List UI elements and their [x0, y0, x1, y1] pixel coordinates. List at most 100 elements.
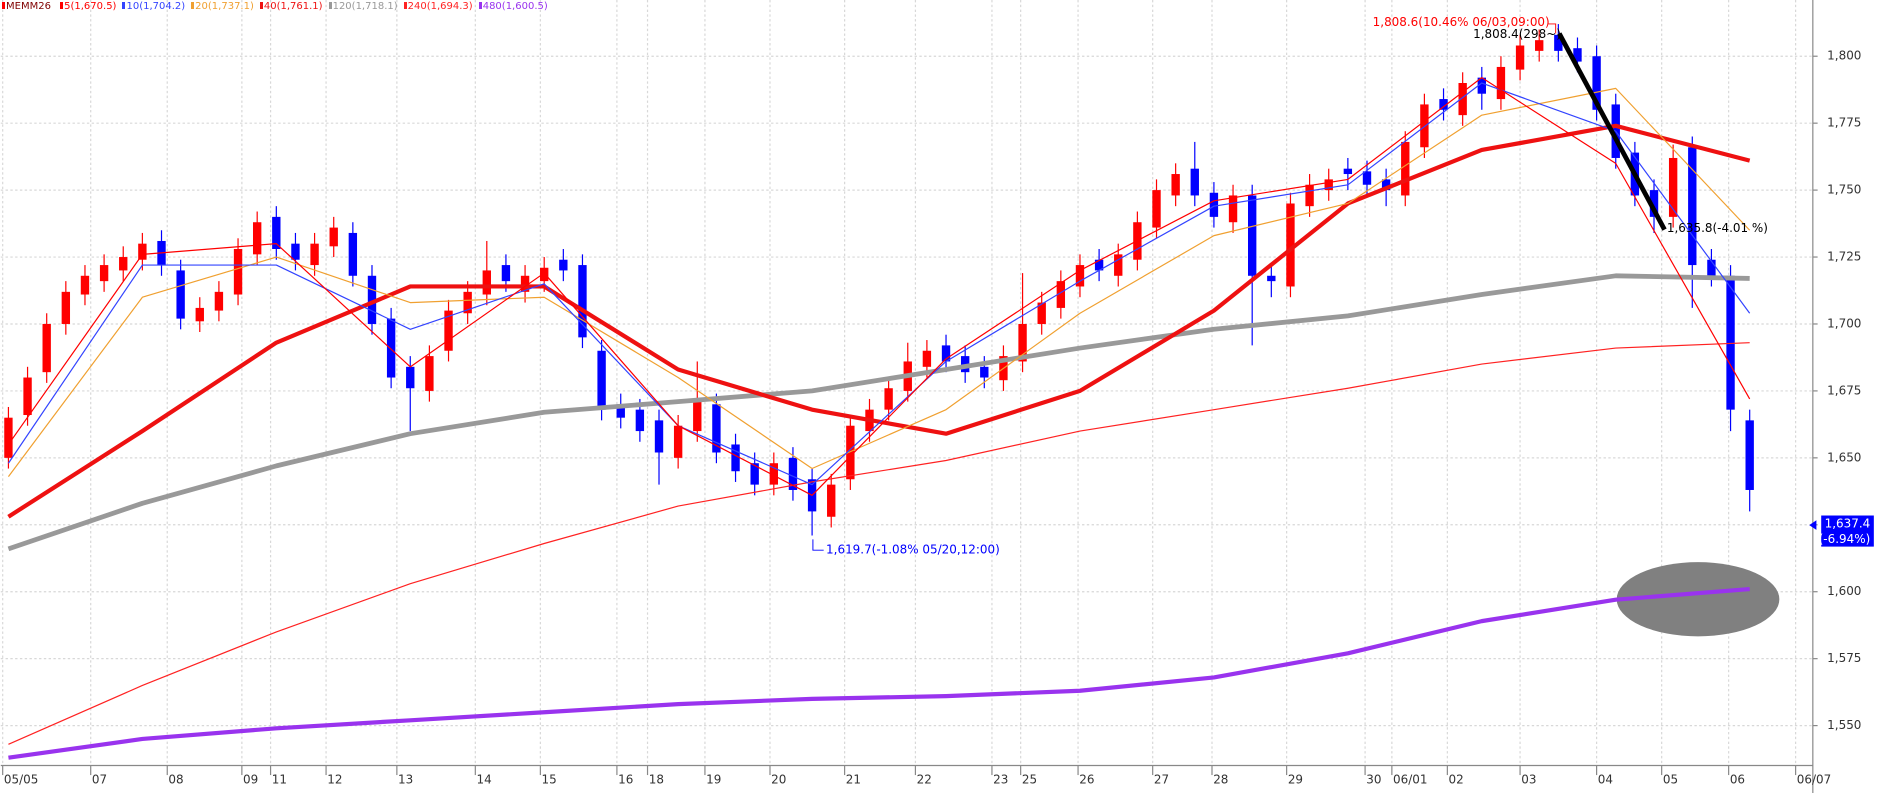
candle-body	[846, 425, 855, 480]
candle-body	[731, 444, 740, 472]
annotation-connector	[812, 539, 824, 551]
candle-body	[635, 409, 645, 432]
candle-body	[827, 484, 836, 517]
candle-body	[1037, 302, 1046, 324]
candle-body	[119, 257, 128, 271]
symbol-text: MEMM26	[6, 1, 51, 12]
candle-body	[922, 350, 932, 367]
ma-line	[7, 77, 1751, 496]
y-tick-label: 1,800	[1827, 49, 1861, 63]
x-tick-label: 14	[477, 772, 492, 786]
candle-body	[1228, 195, 1238, 223]
legend-text: 40(1,761.1)	[263, 1, 323, 12]
candle-body	[1152, 190, 1161, 228]
candle-body	[233, 249, 243, 295]
x-tick-label: 13	[398, 772, 413, 786]
candle-body	[310, 243, 319, 266]
legend-swatch	[259, 2, 263, 9]
x-tick-label: 04	[1598, 772, 1613, 786]
candle-body	[520, 275, 530, 292]
candle-body	[1114, 254, 1123, 276]
legend-item: 5(1,670.5)	[60, 1, 119, 12]
x-tick-label: 02	[1449, 772, 1464, 786]
candle-body	[406, 366, 415, 389]
x-tick-label: 19	[706, 772, 721, 786]
x-tick-label: 11	[272, 772, 287, 786]
y-tick-label: 1,575	[1827, 651, 1861, 665]
candle-body	[1056, 281, 1066, 308]
candle-body	[501, 265, 511, 282]
ma-line	[8, 342, 1750, 745]
legend-item: 10(1,704.2)	[122, 1, 188, 12]
candle-body	[214, 291, 224, 311]
legend-swatch	[60, 2, 64, 9]
candle-body	[1515, 45, 1525, 70]
candle-body	[80, 275, 90, 295]
candle-body	[1649, 190, 1659, 217]
x-tick-label: 23	[993, 772, 1008, 786]
candle-body	[1745, 420, 1754, 490]
candle-body	[941, 345, 951, 362]
candle-body	[272, 216, 281, 250]
candle-body	[1324, 179, 1333, 191]
candle-body	[980, 366, 989, 378]
candle-body	[23, 377, 32, 416]
candle-body	[1075, 265, 1085, 287]
x-tick-label: 06/07	[1797, 772, 1831, 786]
candle-body	[1209, 192, 1219, 217]
x-tick-label: 16	[618, 772, 633, 786]
y-tick-label: 1,750	[1827, 183, 1861, 197]
x-tick-label: 21	[846, 772, 861, 786]
legend-item: 240(1,694.3)	[403, 1, 476, 12]
candle-body	[1362, 171, 1372, 185]
y-tick-label: 1,650	[1827, 450, 1861, 464]
ma-line	[7, 123, 1751, 519]
candle-body	[1688, 147, 1697, 266]
x-tick-label: 12	[327, 772, 342, 786]
candle-body	[1477, 77, 1486, 94]
x-tick-label: 18	[649, 772, 664, 786]
lines	[7, 77, 1751, 760]
annotation-low: 1,619.7(-1.08% 05/20,12:00)	[826, 543, 1000, 557]
last-price: 1,637.4	[1825, 516, 1871, 530]
y-tick-label: 1,675	[1827, 383, 1861, 397]
trend-line	[1557, 32, 1667, 231]
candle-body	[750, 463, 759, 485]
y-tick-label: 1,550	[1827, 718, 1861, 732]
candle-body	[444, 310, 453, 351]
ma-line	[8, 586, 1750, 760]
candle-body	[329, 227, 338, 247]
legend-text: 240(1,694.3)	[407, 1, 473, 12]
x-tick-label: 08	[168, 772, 183, 786]
candle-body	[176, 270, 185, 319]
legend-item: 20(1,737.1)	[191, 1, 257, 12]
candle-body	[138, 243, 147, 260]
candle-body	[673, 425, 683, 458]
candle-body	[291, 243, 300, 260]
legend-item: 40(1,761.1)	[259, 1, 326, 12]
candle-body	[1458, 83, 1467, 116]
legend-item: 120(1,718.1)	[328, 1, 401, 12]
legend-item: 480(1,600.5)	[478, 1, 551, 12]
candle-body	[463, 291, 472, 314]
x-tick-label: 15	[542, 772, 557, 786]
legend-swatch	[328, 2, 332, 9]
x-tick-label: 05	[1663, 772, 1678, 786]
x-tick-label: 20	[771, 772, 786, 786]
last-change: (-6.94%)	[1819, 532, 1871, 546]
legend-text: 480(1,600.5)	[482, 1, 548, 12]
candle-body	[1726, 275, 1735, 410]
candle-body	[1267, 275, 1276, 282]
candle-body	[1381, 179, 1391, 191]
y-tick-label: 1,775	[1827, 116, 1861, 130]
candle-body	[482, 270, 491, 295]
legend-swatch	[478, 2, 482, 9]
candle-body	[788, 457, 798, 490]
candle-body	[425, 356, 434, 391]
y-tick-label: 1,700	[1827, 316, 1861, 330]
candle-body	[61, 291, 71, 324]
candle-body	[348, 232, 358, 276]
candle-body	[1247, 195, 1257, 276]
highlight-ellipse	[1616, 562, 1780, 637]
